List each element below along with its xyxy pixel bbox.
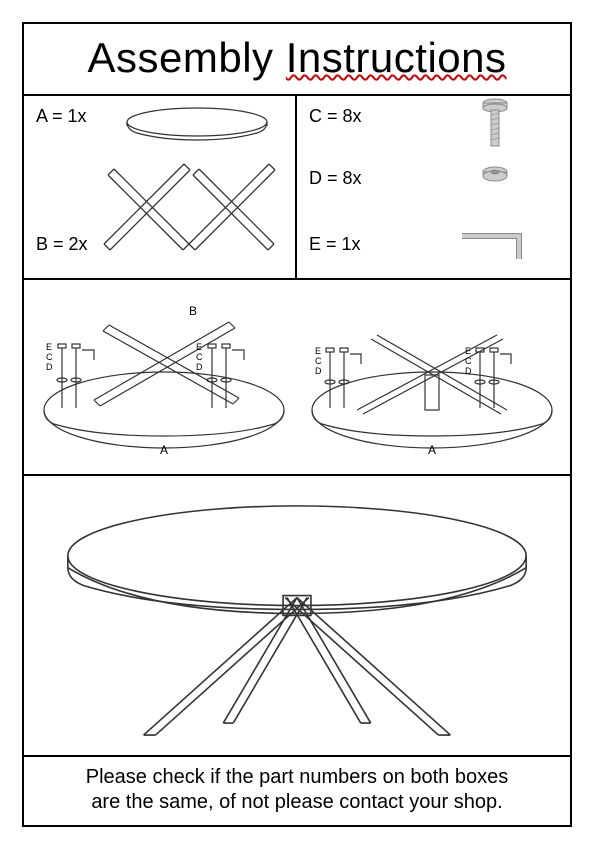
part-label-e: E = 1x xyxy=(309,234,361,255)
note-line-2: are the same, of not please contact your… xyxy=(36,790,558,815)
steps-section: B A E C D E C D xyxy=(24,280,570,476)
step1-b-label: B xyxy=(189,304,197,318)
svg-text:D: D xyxy=(465,366,472,376)
final-section xyxy=(24,476,570,757)
part-e-icon xyxy=(457,224,537,264)
part-d-icon xyxy=(481,164,509,184)
step-2: A E C D E C D xyxy=(297,280,570,474)
part-label-c: C = 8x xyxy=(309,106,362,127)
step2-a-label: A xyxy=(428,443,436,457)
parts-row: A = 1x B = 2x xyxy=(24,96,570,280)
svg-text:D: D xyxy=(46,362,53,372)
svg-text:C: C xyxy=(465,356,472,366)
note-section: Please check if the part numbers on both… xyxy=(24,757,570,825)
parts-left: A = 1x B = 2x xyxy=(24,96,297,278)
part-label-b: B = 2x xyxy=(36,234,88,255)
part-a-icon xyxy=(122,102,272,142)
title-text: Assembly Instructions xyxy=(88,34,507,81)
step-1: B A E C D E C D xyxy=(24,280,297,474)
svg-text:C: C xyxy=(196,352,203,362)
part-label-d: D = 8x xyxy=(309,168,362,189)
svg-text:D: D xyxy=(196,362,203,372)
svg-text:C: C xyxy=(46,352,53,362)
title-word-2: Instructions xyxy=(286,34,507,81)
part-b-icon xyxy=(94,144,289,274)
svg-text:E: E xyxy=(465,346,471,356)
svg-text:E: E xyxy=(196,342,202,352)
step-1-diagram: B A E C D E C D xyxy=(24,280,296,476)
note-line-1: Please check if the part numbers on both… xyxy=(36,765,558,790)
part-label-a: A = 1x xyxy=(36,106,87,127)
svg-text:E: E xyxy=(315,346,321,356)
svg-text:C: C xyxy=(315,356,322,366)
svg-text:E: E xyxy=(46,342,52,352)
final-diagram xyxy=(24,476,570,755)
part-c-icon xyxy=(477,96,513,152)
document-frame: Assembly Instructions A = 1x B = 2x xyxy=(22,22,572,827)
title-section: Assembly Instructions xyxy=(24,24,570,96)
step1-a-label: A xyxy=(160,443,168,457)
svg-text:D: D xyxy=(315,366,322,376)
parts-right: C = 8x D = 8x E = 1x xyxy=(297,96,570,278)
step-2-diagram: A E C D E C D xyxy=(297,280,569,476)
title-word-1: Assembly xyxy=(88,34,274,81)
